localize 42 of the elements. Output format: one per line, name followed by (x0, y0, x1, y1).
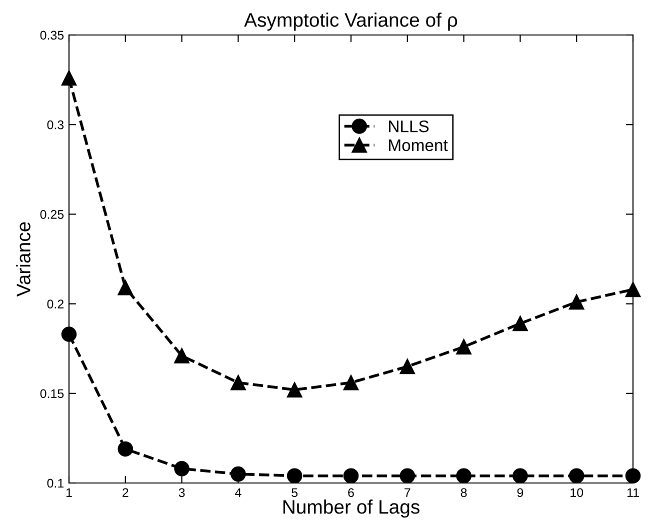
x-tick-label: 5 (292, 488, 298, 498)
x-tick-label: 2 (122, 488, 128, 497)
point (61, 326, 77, 342)
point (512, 468, 528, 484)
point (174, 348, 190, 364)
point (400, 468, 416, 484)
x-tick-label: 10 (570, 488, 584, 498)
point (118, 441, 134, 457)
x-tick-label: 8 (460, 488, 467, 498)
y-tick-label: 0.2 (47, 300, 64, 308)
point (343, 468, 359, 484)
legend-label: NLLS (389, 120, 429, 132)
point (568, 468, 584, 484)
point (286, 468, 302, 484)
point (568, 294, 584, 310)
point (625, 468, 641, 484)
point (456, 468, 472, 484)
point (174, 461, 190, 476)
y-tick-label: 0.35 (40, 30, 64, 40)
point (456, 339, 472, 354)
x-tick-label: 1 (66, 488, 72, 497)
x-tick-label: 3 (178, 488, 185, 498)
point (286, 382, 302, 398)
chart-title: Asymptotic Variance of ρ (244, 12, 458, 31)
y-tick-label: 0.3 (47, 120, 64, 130)
x-tick-label: 7 (404, 488, 410, 497)
point (343, 375, 359, 390)
point (230, 375, 246, 390)
point (118, 280, 134, 296)
x-tick-label: 9 (517, 488, 524, 498)
x-tick-label: 4 (235, 488, 242, 497)
x-axis-title: Number of Lags (283, 500, 420, 518)
point (400, 358, 416, 374)
point (512, 316, 528, 332)
y-tick-label: 0.15 (40, 389, 64, 398)
x-tick-label: 6 (348, 488, 354, 498)
legend-label: Moment (389, 139, 448, 152)
y-axis-title: Variance (16, 222, 30, 297)
y-tick-label: 0.25 (40, 210, 64, 219)
x-tick-label: 11 (627, 488, 639, 497)
point (230, 466, 246, 482)
y-tick-label: 0.1 (47, 478, 64, 488)
